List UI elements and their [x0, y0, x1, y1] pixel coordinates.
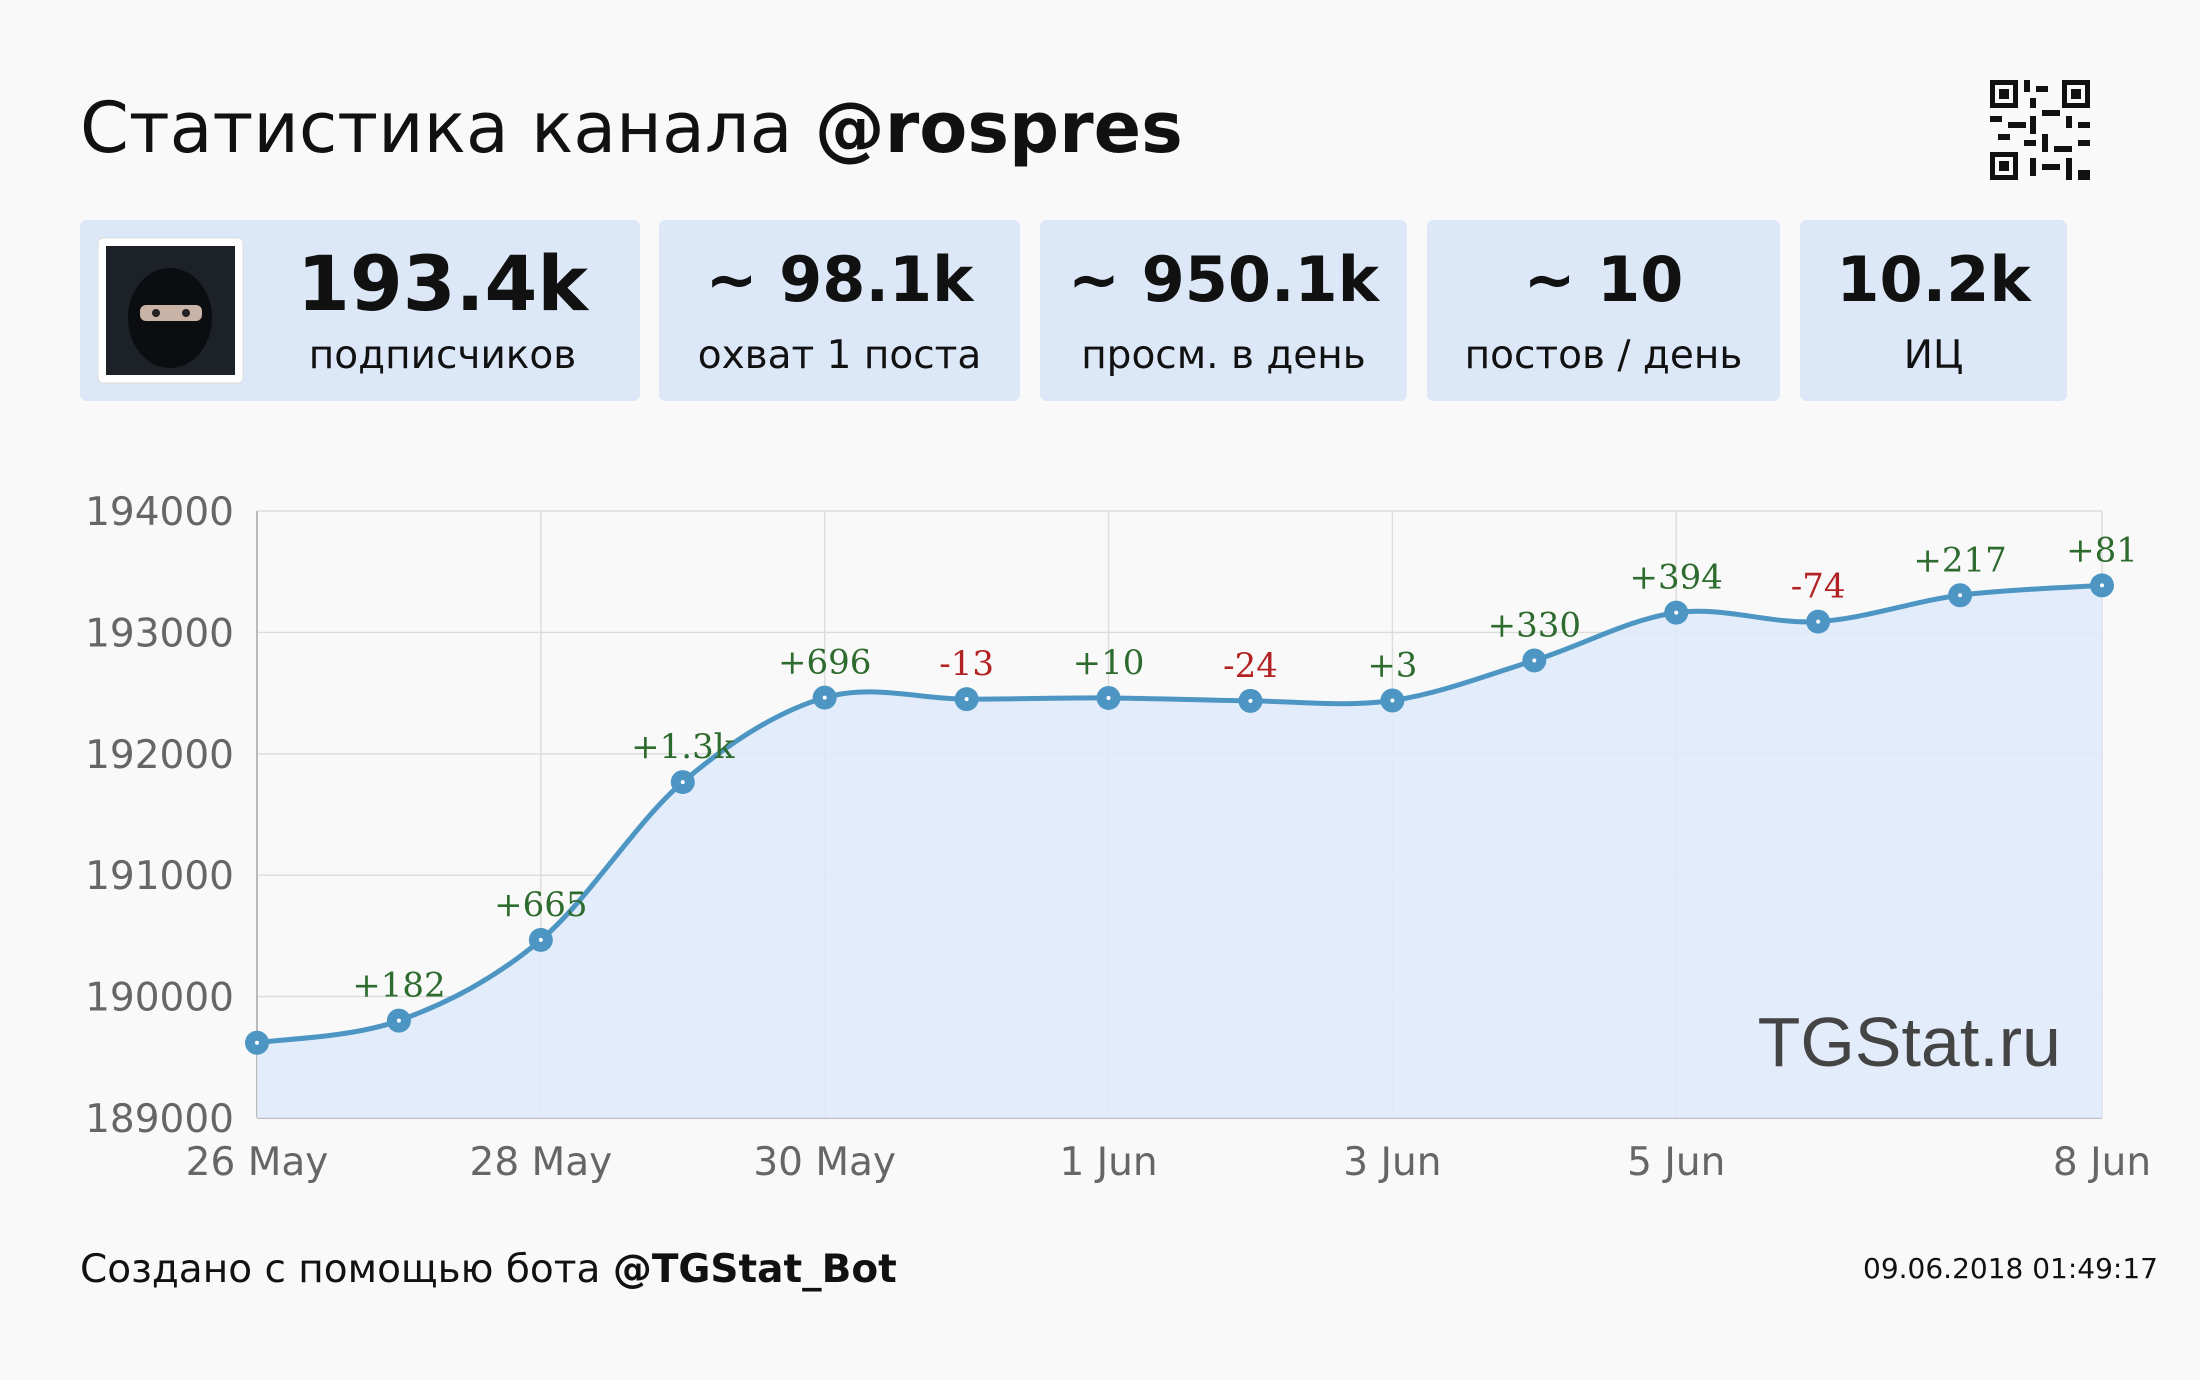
y-tick-label: 190000: [85, 976, 234, 1021]
x-tick-label: 8 Jun: [2053, 1140, 2151, 1185]
y-tick-label: 189000: [85, 1097, 234, 1142]
change-label: +217: [1913, 540, 2006, 580]
stat-value: 193.4k: [297, 239, 589, 328]
stat-value: ~ 98.1k: [706, 243, 976, 316]
change-label: +182: [352, 966, 445, 1006]
point-center: [1816, 619, 1821, 624]
change-label: -24: [1223, 646, 1278, 686]
stat-label: постов / день: [1465, 333, 1743, 378]
stat-value: ~ 10: [1524, 243, 1684, 316]
x-tick-label: 30 May: [753, 1140, 896, 1185]
stat-label: просм. в день: [1081, 333, 1366, 378]
stat-value: ~ 950.1k: [1068, 243, 1381, 316]
change-label: -13: [939, 644, 994, 684]
area: [257, 585, 2102, 1118]
y-tick-label: 191000: [85, 854, 234, 899]
point-center: [1106, 695, 1111, 700]
change-label: +1.3k: [631, 727, 735, 767]
channel-name: @rospres: [815, 87, 1183, 169]
y-tick-label: 194000: [85, 490, 234, 535]
bot-name: @TGStat_Bot: [613, 1247, 897, 1292]
point-center: [1390, 698, 1395, 703]
stat-card: [1427, 220, 1780, 401]
x-tick-label: 5 Jun: [1627, 1140, 1725, 1185]
qr-code: [1990, 80, 2090, 180]
x-tick-label: 3 Jun: [1343, 1140, 1441, 1185]
stat-value: 10.2k: [1836, 243, 2032, 316]
change-label: -74: [1791, 567, 1846, 607]
point-center: [1674, 610, 1679, 615]
change-label: +330: [1488, 605, 1581, 645]
stat-label: подписчиков: [309, 333, 576, 378]
footer: Создано с помощью бота @TGStat_Bot: [80, 1247, 897, 1292]
title-text: Статистика канала: [80, 87, 792, 169]
change-label: +81: [2066, 530, 2138, 570]
point-center: [2100, 583, 2104, 588]
title: Статистика канала @rospres: [80, 87, 1183, 169]
point-center: [680, 780, 685, 785]
point-center: [964, 697, 969, 702]
chart: 189000 190000 191000 192000 193000 194000 26 M…: [85, 490, 2151, 1185]
change-label: +3: [1367, 646, 1417, 686]
point-center: [1532, 658, 1537, 663]
change-label: +10: [1073, 643, 1145, 683]
stats-cards: 193.4k подписчиков ~ 98.1k охват 1 поста ~ 9…: [80, 220, 2067, 401]
y-tick-label: 193000: [85, 611, 234, 656]
line: [256, 582, 2103, 1046]
stat-card: [659, 220, 1020, 401]
stat-card: [1800, 220, 2067, 401]
point-center: [396, 1018, 401, 1023]
change-label: +394: [1630, 558, 1723, 598]
x-tick-label: 28 May: [470, 1140, 613, 1185]
avatar: [97, 237, 244, 384]
x-tick-label: 1 Jun: [1059, 1140, 1157, 1185]
point-center: [1248, 698, 1253, 703]
stat-label: охват 1 поста: [698, 333, 982, 378]
footer-text: Создано с помощью бота: [80, 1247, 600, 1292]
point-center: [1958, 593, 1963, 598]
watermark: TGStat.ru: [1758, 1003, 2061, 1081]
timestamp: 09.06.2018 01:49:17: [1863, 1252, 2158, 1285]
change-label: +665: [494, 885, 587, 925]
y-tick-label: 192000: [85, 733, 234, 778]
point-center: [255, 1040, 259, 1045]
point-center: [822, 695, 827, 700]
x-tick-label: 26 May: [186, 1140, 329, 1185]
change-label: +696: [778, 643, 871, 683]
stat-label: ИЦ: [1904, 333, 1963, 378]
point-center: [538, 937, 543, 942]
stat-card: [1040, 220, 1407, 401]
